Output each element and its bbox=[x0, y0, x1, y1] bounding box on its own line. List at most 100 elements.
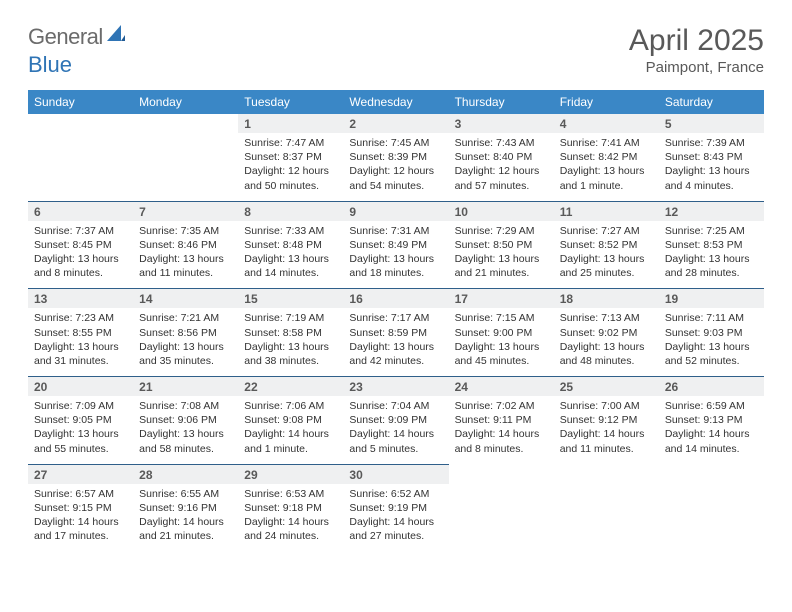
page: General April 2025 Paimpont, France Blue… bbox=[0, 0, 792, 575]
daylight-text: Daylight: 13 hours and 4 minutes. bbox=[665, 164, 758, 192]
sunset-text: Sunset: 8:37 PM bbox=[244, 150, 337, 164]
day-number: 6 bbox=[28, 201, 133, 221]
empty-cell bbox=[133, 114, 238, 133]
sunrise-text: Sunrise: 7:29 AM bbox=[455, 224, 548, 238]
sunset-text: Sunset: 8:40 PM bbox=[455, 150, 548, 164]
daylight-text: Daylight: 14 hours and 14 minutes. bbox=[665, 427, 758, 455]
sunset-text: Sunset: 8:42 PM bbox=[560, 150, 653, 164]
sunrise-text: Sunrise: 7:47 AM bbox=[244, 136, 337, 150]
sunrise-text: Sunrise: 6:55 AM bbox=[139, 487, 232, 501]
day-info: Sunrise: 7:29 AMSunset: 8:50 PMDaylight:… bbox=[449, 221, 554, 289]
daylight-text: Daylight: 13 hours and 45 minutes. bbox=[455, 340, 548, 368]
sunset-text: Sunset: 9:02 PM bbox=[560, 326, 653, 340]
day-number: 4 bbox=[554, 114, 659, 133]
daylight-text: Daylight: 12 hours and 57 minutes. bbox=[455, 164, 548, 192]
info-row: Sunrise: 6:57 AMSunset: 9:15 PM Daylight:… bbox=[28, 484, 764, 552]
col-thursday: Thursday bbox=[449, 90, 554, 114]
sunset-text: Sunset: 8:53 PM bbox=[665, 238, 758, 252]
sunset-text: Sunset: 8:56 PM bbox=[139, 326, 232, 340]
daylight-text: Daylight: 13 hours and 42 minutes. bbox=[349, 340, 442, 368]
day-info: Sunrise: 7:15 AMSunset: 9:00 PMDaylight:… bbox=[449, 308, 554, 376]
day-number: 28 bbox=[133, 464, 238, 484]
daylight-text: Daylight: 13 hours and 18 minutes. bbox=[349, 252, 442, 280]
day-info: Sunrise: 7:41 AMSunset: 8:42 PMDaylight:… bbox=[554, 133, 659, 201]
empty-cell bbox=[133, 133, 238, 201]
empty-cell bbox=[28, 133, 133, 201]
sunset-text: Sunset: 8:46 PM bbox=[139, 238, 232, 252]
day-info: Sunrise: 7:27 AMSunset: 8:52 PMDaylight:… bbox=[554, 221, 659, 289]
empty-cell bbox=[659, 484, 764, 552]
day-info: Sunrise: 7:33 AMSunset: 8:48 PMDaylight:… bbox=[238, 221, 343, 289]
day-number: 2 bbox=[343, 114, 448, 133]
empty-cell bbox=[28, 114, 133, 133]
empty-cell bbox=[659, 464, 764, 484]
day-number: 15 bbox=[238, 289, 343, 309]
day-info: Sunrise: 7:23 AMSunset: 8:55 PMDaylight:… bbox=[28, 308, 133, 376]
sunset-text: Sunset: 8:58 PM bbox=[244, 326, 337, 340]
sunset-text: Sunset: 9:13 PM bbox=[665, 413, 758, 427]
day-number: 8 bbox=[238, 201, 343, 221]
sunrise-text: Sunrise: 6:53 AM bbox=[244, 487, 337, 501]
day-info: Sunrise: 6:53 AMSunset: 9:18 PMDaylight:… bbox=[238, 484, 343, 552]
sunset-text: Sunset: 9:00 PM bbox=[455, 326, 548, 340]
sunrise-text: Sunrise: 6:57 AM bbox=[34, 487, 127, 501]
day-info: Sunrise: 7:45 AMSunset: 8:39 PMDaylight:… bbox=[343, 133, 448, 201]
sunrise-text: Sunrise: 7:13 AM bbox=[560, 311, 653, 325]
daylight-text: Daylight: 14 hours and 8 minutes. bbox=[455, 427, 548, 455]
calendar-header-row: Sunday Monday Tuesday Wednesday Thursday… bbox=[28, 90, 764, 114]
day-info: Sunrise: 7:21 AMSunset: 8:56 PMDaylight:… bbox=[133, 308, 238, 376]
sunset-text: Sunset: 9:06 PM bbox=[139, 413, 232, 427]
day-number: 22 bbox=[238, 377, 343, 397]
col-tuesday: Tuesday bbox=[238, 90, 343, 114]
sunset-text: Sunset: 8:49 PM bbox=[349, 238, 442, 252]
daylight-text: Daylight: 14 hours and 1 minute. bbox=[244, 427, 337, 455]
info-row: Sunrise: 7:09 AMSunset: 9:05 PMDaylight:… bbox=[28, 396, 764, 464]
col-monday: Monday bbox=[133, 90, 238, 114]
daylight-text: Daylight: 12 hours and 50 minutes. bbox=[244, 164, 337, 192]
daylight-text: Daylight: 14 hours and 24 minutes. bbox=[244, 515, 337, 543]
day-number: 13 bbox=[28, 289, 133, 309]
day-number: 29 bbox=[238, 464, 343, 484]
sunset-text: Sunset: 8:59 PM bbox=[349, 326, 442, 340]
daylight-text: Daylight: 13 hours and 21 minutes. bbox=[455, 252, 548, 280]
sunrise-text: Sunrise: 7:41 AM bbox=[560, 136, 653, 150]
sunrise-text: Sunrise: 7:11 AM bbox=[665, 311, 758, 325]
empty-cell bbox=[554, 464, 659, 484]
sunrise-text: Sunrise: 7:45 AM bbox=[349, 136, 442, 150]
sunset-text: Sunset: 9:09 PM bbox=[349, 413, 442, 427]
sunrise-text: Sunrise: 7:21 AM bbox=[139, 311, 232, 325]
sunrise-text: Sunrise: 7:06 AM bbox=[244, 399, 337, 413]
day-info: Sunrise: 7:13 AMSunset: 9:02 PMDaylight:… bbox=[554, 308, 659, 376]
day-number: 10 bbox=[449, 201, 554, 221]
daylight-text: Daylight: 14 hours and 21 minutes. bbox=[139, 515, 232, 543]
daylight-text: Daylight: 14 hours and 5 minutes. bbox=[349, 427, 442, 455]
day-number: 5 bbox=[659, 114, 764, 133]
day-info: Sunrise: 7:31 AMSunset: 8:49 PMDaylight:… bbox=[343, 221, 448, 289]
sunrise-text: Sunrise: 6:52 AM bbox=[349, 487, 442, 501]
sunrise-text: Sunrise: 7:35 AM bbox=[139, 224, 232, 238]
sunset-text: Sunset: 9:11 PM bbox=[455, 413, 548, 427]
sunset-text: Sunset: 8:48 PM bbox=[244, 238, 337, 252]
sunrise-text: Sunrise: 7:33 AM bbox=[244, 224, 337, 238]
sunset-text: Sunset: 9:03 PM bbox=[665, 326, 758, 340]
sunset-text: Sunset: 9:19 PM bbox=[349, 501, 442, 515]
sunset-text: Sunset: 8:52 PM bbox=[560, 238, 653, 252]
day-info: Sunrise: 7:02 AMSunset: 9:11 PMDaylight:… bbox=[449, 396, 554, 464]
logo-text-right: Blue bbox=[28, 52, 72, 78]
sunset-text: Sunset: 9:16 PM bbox=[139, 501, 232, 515]
daynum-row: 27282930 bbox=[28, 464, 764, 484]
sunrise-text: Sunrise: 7:39 AM bbox=[665, 136, 758, 150]
info-row: Sunrise: 7:37 AMSunset: 8:45 PMDaylight:… bbox=[28, 221, 764, 289]
sunset-text: Sunset: 9:08 PM bbox=[244, 413, 337, 427]
day-number: 17 bbox=[449, 289, 554, 309]
sunrise-text: Sunrise: 7:09 AM bbox=[34, 399, 127, 413]
page-title: April 2025 bbox=[629, 24, 764, 57]
sunset-text: Sunset: 9:15 PM bbox=[34, 501, 127, 515]
sunset-text: Sunset: 8:43 PM bbox=[665, 150, 758, 164]
sunset-text: Sunset: 9:18 PM bbox=[244, 501, 337, 515]
day-info: Sunrise: 7:39 AMSunset: 8:43 PMDaylight:… bbox=[659, 133, 764, 201]
daynum-row: 13141516171819 bbox=[28, 289, 764, 309]
daylight-text: Daylight: 13 hours and 14 minutes. bbox=[244, 252, 337, 280]
daylight-text: Daylight: 13 hours and 8 minutes. bbox=[34, 252, 127, 280]
day-info: Sunrise: 7:11 AMSunset: 9:03 PMDaylight:… bbox=[659, 308, 764, 376]
